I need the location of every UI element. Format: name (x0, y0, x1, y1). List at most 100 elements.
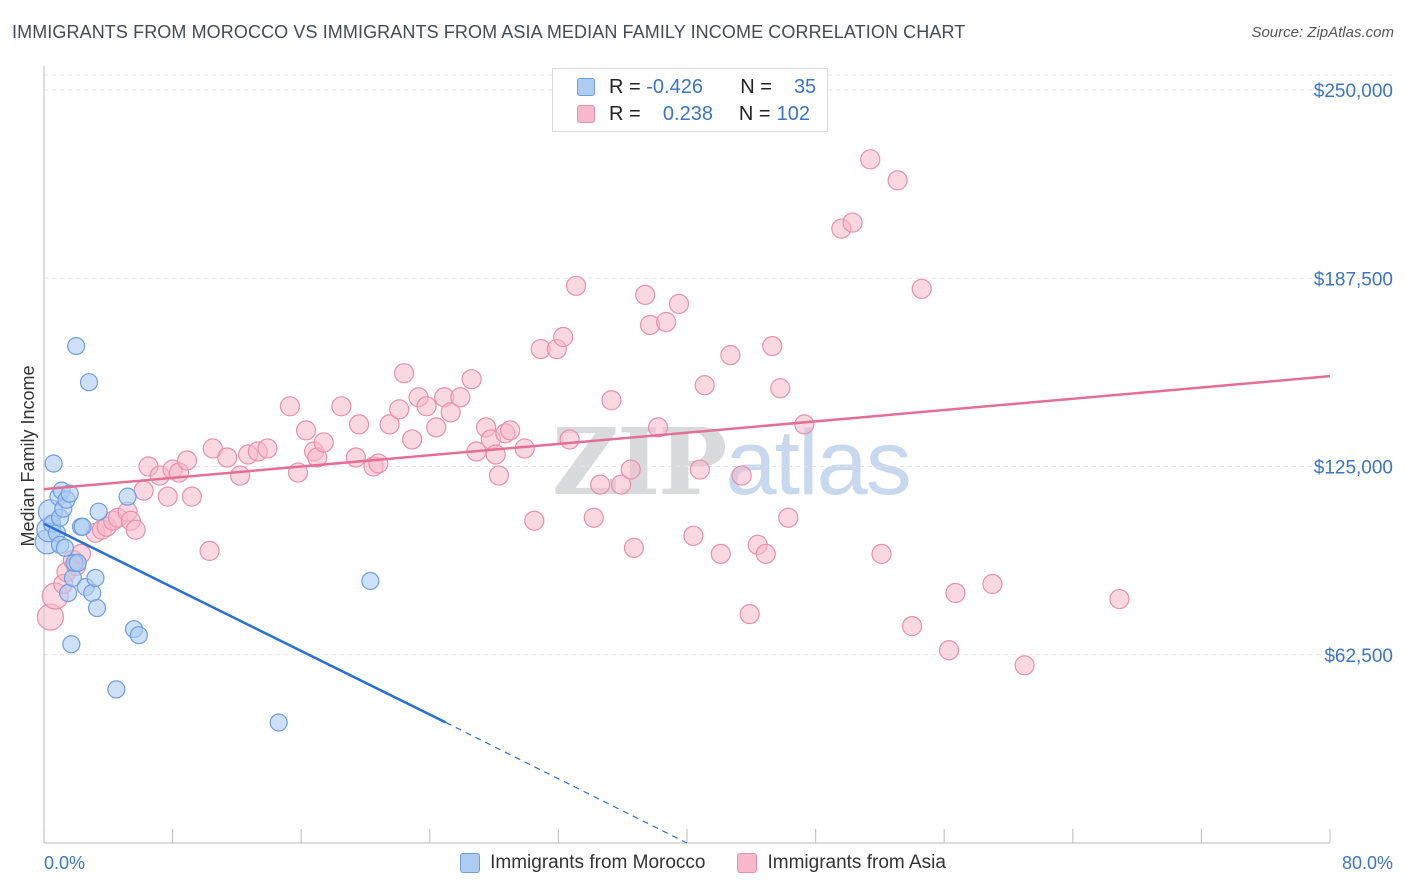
morocco-trend-extension (446, 723, 687, 843)
series-label-morocco: Immigrants from Morocco (490, 852, 705, 874)
series-legend-morocco[interactable]: Immigrants from Morocco (460, 852, 705, 874)
asia-point (314, 433, 333, 452)
asia-point (779, 508, 798, 527)
morocco-point (60, 585, 77, 602)
asia-point (621, 460, 640, 479)
asia-point (861, 150, 880, 169)
y-tick-label: $125,000 (1314, 458, 1393, 479)
legend-r-value: 0.238 (663, 103, 739, 126)
asia-point (218, 448, 237, 467)
asia-point (451, 388, 470, 407)
asia-point (134, 481, 153, 500)
legend-r-value: -0.426 (646, 76, 740, 99)
morocco-trend-line (44, 524, 446, 723)
asia-point (178, 451, 197, 470)
asia-point (669, 294, 688, 313)
asia-point (624, 538, 643, 557)
morocco-point (270, 714, 287, 731)
asia-point (462, 370, 481, 389)
asia-point (795, 415, 814, 434)
asia-point (756, 544, 775, 563)
asia-point (280, 397, 299, 416)
legend-r-label: R = (609, 103, 641, 126)
asia-point (636, 285, 655, 304)
morocco-point (45, 455, 62, 472)
asia-point (771, 379, 790, 398)
legend-swatch-morocco (577, 78, 595, 96)
morocco-point (362, 572, 379, 589)
asia-point (200, 541, 219, 560)
asia-point (732, 466, 751, 485)
legend-row-asia: R = 0.238 N = 102 (577, 101, 807, 127)
asia-point (763, 337, 782, 356)
asia-point (554, 328, 573, 347)
asia-point (395, 364, 414, 383)
asia-point (695, 376, 714, 395)
asia-point (332, 397, 351, 416)
series-legend: Immigrants from Morocco Immigrants from … (0, 852, 1406, 874)
series-swatch-morocco (460, 853, 480, 873)
asia-point (560, 430, 579, 449)
morocco-point (81, 374, 98, 391)
legend-n-value: 102 (777, 103, 807, 126)
asia-point (390, 400, 409, 419)
asia-point (427, 418, 446, 437)
asia-point (297, 421, 316, 440)
asia-point (182, 487, 201, 506)
asia-point (872, 544, 891, 563)
asia-point (711, 544, 730, 563)
morocco-point (84, 585, 101, 602)
asia-point (126, 520, 145, 539)
scatter-chart: $62,500$125,000$187,500$250,0000.0% 80.0%… (0, 0, 1406, 892)
asia-point (684, 526, 703, 545)
asia-point (602, 391, 621, 410)
asia-point (946, 584, 965, 603)
asia-point (740, 605, 759, 624)
correlation-legend: R = -0.426 N = 35 R = 0.238 N = 102 (552, 68, 828, 132)
morocco-point (108, 681, 125, 698)
asia-point (501, 421, 520, 440)
y-tick-label: $62,500 (1324, 646, 1393, 667)
asia-point (417, 397, 436, 416)
morocco-point (56, 539, 73, 556)
morocco-point (68, 338, 85, 355)
morocco-point (63, 636, 80, 653)
asia-point (158, 487, 177, 506)
asia-point (1110, 590, 1129, 609)
y-axis-label: Median Family Income (18, 365, 38, 546)
asia-point (843, 213, 862, 232)
asia-point (888, 171, 907, 190)
legend-n-label: N = (740, 76, 772, 99)
morocco-point (119, 488, 136, 505)
legend-swatch-asia (577, 105, 595, 123)
y-tick-label: $250,000 (1314, 81, 1393, 102)
asia-point (940, 641, 959, 660)
morocco-point (87, 569, 104, 586)
asia-trend-line (44, 376, 1330, 489)
y-tick-label: $187,500 (1314, 269, 1393, 290)
legend-n-label: N = (739, 103, 771, 126)
asia-point (983, 574, 1002, 593)
morocco-points (35, 338, 379, 731)
asia-point (350, 415, 369, 434)
asia-point (258, 439, 277, 458)
legend-n-value: 35 (794, 76, 824, 99)
asia-point (721, 346, 740, 365)
asia-point (346, 448, 365, 467)
asia-point (657, 312, 676, 331)
asia-point (584, 508, 603, 527)
legend-r-label: R = (609, 76, 641, 99)
morocco-point (90, 503, 107, 520)
asia-point (525, 511, 544, 530)
grid-layer (44, 75, 1395, 655)
legend-row-morocco: R = -0.426 N = 35 (577, 74, 824, 100)
series-legend-asia[interactable]: Immigrants from Asia (737, 852, 945, 874)
asia-point (903, 617, 922, 636)
trend-layer (44, 376, 1330, 843)
morocco-point (89, 600, 106, 617)
morocco-point (74, 518, 91, 535)
series-label-asia: Immigrants from Asia (767, 852, 945, 874)
asia-point (912, 279, 931, 298)
asia-point (690, 460, 709, 479)
asia-point (489, 466, 508, 485)
